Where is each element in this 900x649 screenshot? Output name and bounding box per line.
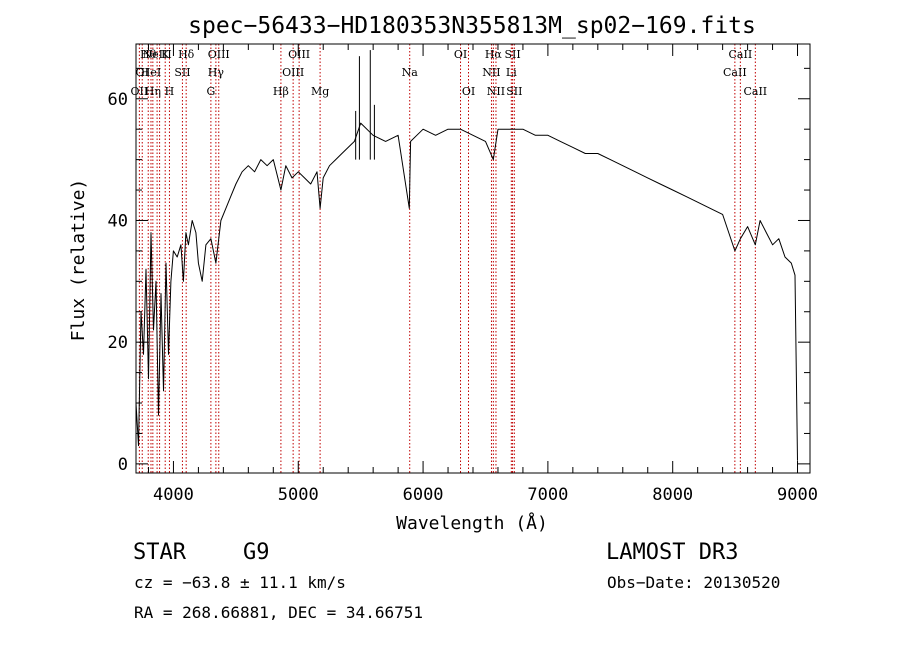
x-tick-label: 4000	[153, 485, 194, 505]
spectral-line-label: Mg	[311, 85, 329, 98]
spectral-line-label: OII	[131, 85, 149, 98]
spectral-line-label: NeIII	[143, 48, 172, 61]
x-axis-label: Wavelength (Å)	[396, 512, 548, 534]
spectral-line-label: Hθ	[140, 48, 157, 61]
axis-tick-labels: 4000 5000 6000 7000 8000 9000 0 20 40 60	[108, 90, 818, 505]
spectral-line-label: OIII	[282, 66, 304, 79]
observation-date: Obs−Date: 20130520	[607, 573, 781, 592]
x-tick-label: 7000	[527, 485, 568, 505]
x-tick-label: 9000	[777, 485, 818, 505]
spectral-line-label: SII	[506, 85, 522, 98]
spectral-line-label: Hγ	[208, 66, 225, 79]
spectral-line-label: CaII	[723, 66, 747, 79]
spectral-line-label: HeI	[141, 66, 161, 79]
spectral-line-label: SII	[504, 48, 520, 61]
redshift-value: cz = −63.8 ± 11.1 km/s	[134, 573, 346, 592]
y-tick-label: 40	[108, 211, 128, 231]
spectral-line-label: SII	[174, 66, 190, 79]
spectral-line-label: Na	[402, 66, 419, 79]
axis-ticks	[136, 44, 810, 473]
spectral-line-label: NII	[482, 66, 500, 79]
plot-frame	[135, 43, 811, 474]
spectral-line-label: K	[161, 48, 170, 61]
spectral-line-label: G	[206, 85, 215, 98]
x-tick-label: 5000	[278, 485, 319, 505]
spectral-line-label: H	[165, 85, 175, 98]
y-tick-label: 20	[108, 333, 128, 353]
spectral-line-label: Hη	[145, 85, 161, 98]
y-tick-label: 0	[118, 455, 128, 475]
spectral-line-label: CaII	[729, 48, 753, 61]
sky-line-spikes	[355, 50, 375, 160]
survey-name: LAMOST DR3	[606, 540, 739, 565]
spectral-line-label: CaII	[743, 85, 767, 98]
object-subclass: G9	[243, 540, 270, 565]
spectral-line-label: OI	[454, 48, 467, 61]
x-tick-label: 8000	[652, 485, 693, 505]
y-tick-label: 60	[108, 90, 128, 110]
spectral-line-label: OI	[136, 66, 149, 79]
spectral-line-label: OI	[462, 85, 475, 98]
chart-title: spec−56433−HD180353N355813M_sp02−169.fit…	[188, 13, 756, 39]
emission-line-markers	[138, 44, 756, 473]
x-tick-label: 6000	[403, 485, 444, 505]
object-class: STAR	[133, 540, 186, 565]
spectral-line-label: OIII	[208, 48, 230, 61]
spectral-line-label: Hβ	[273, 85, 289, 98]
spectral-line-label: OIII	[288, 48, 310, 61]
spectral-line-label: Hα	[485, 48, 503, 61]
spectral-line-label: Hδ	[178, 48, 195, 61]
spectrum-line	[135, 122, 798, 461]
spectral-line-label: NII	[487, 85, 505, 98]
spectral-line-label: Li	[506, 66, 517, 79]
y-axis-label: Flux (relative)	[68, 179, 89, 342]
coordinates: RA = 268.66881, DEC = 34.66751	[134, 603, 423, 622]
